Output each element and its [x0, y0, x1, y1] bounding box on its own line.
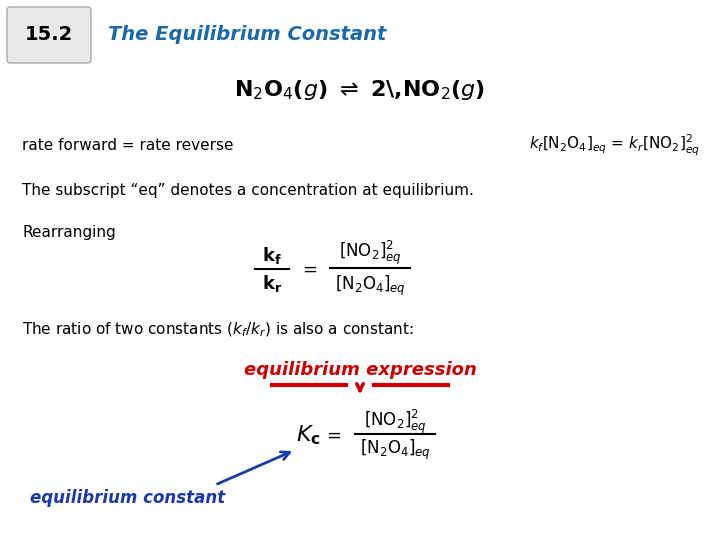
Text: $\mathbf{k_f}$: $\mathbf{k_f}$ — [262, 245, 282, 266]
Text: $[\mathrm{NO}_2]^2_{eq}$: $[\mathrm{NO}_2]^2_{eq}$ — [364, 408, 426, 436]
FancyBboxPatch shape — [7, 7, 91, 63]
Text: $[\mathrm{N_2O_4}]_{eq}$: $[\mathrm{N_2O_4}]_{eq}$ — [335, 274, 405, 298]
Text: 15.2: 15.2 — [25, 25, 73, 44]
Text: N$_2$O$_4$($g$) $\rightleftharpoons$ 2\,NO$_2$($g$): N$_2$O$_4$($g$) $\rightleftharpoons$ 2\,… — [235, 78, 485, 102]
Text: $k_f$[N$_2$O$_4$]$_{eq}$ = $k_r$[NO$_2$]$^2_{eq}$: $k_f$[N$_2$O$_4$]$_{eq}$ = $k_r$[NO$_2$]… — [529, 132, 700, 158]
Text: $=$: $=$ — [299, 260, 318, 278]
Text: The Equilibrium Constant: The Equilibrium Constant — [108, 25, 387, 44]
Text: $\mathbf{\mathit{K}_c}$: $\mathbf{\mathit{K}_c}$ — [296, 423, 320, 447]
Text: rate forward = rate reverse: rate forward = rate reverse — [22, 138, 233, 152]
Text: $=$: $=$ — [323, 426, 341, 444]
Text: The subscript “eq” denotes a concentration at equilibrium.: The subscript “eq” denotes a concentrati… — [22, 183, 474, 198]
Text: equilibrium constant: equilibrium constant — [30, 489, 225, 507]
Text: $\mathbf{k_r}$: $\mathbf{k_r}$ — [262, 273, 282, 294]
Text: equilibrium expression: equilibrium expression — [243, 361, 477, 379]
Text: $[\mathrm{N_2O_4}]_{eq}$: $[\mathrm{N_2O_4}]_{eq}$ — [359, 438, 431, 462]
Text: $[\mathrm{NO}_2]^2_{eq}$: $[\mathrm{NO}_2]^2_{eq}$ — [338, 239, 402, 267]
Text: The ratio of two constants ($k_f$/$k_r$) is also a constant:: The ratio of two constants ($k_f$/$k_r$)… — [22, 321, 414, 339]
Text: Rearranging: Rearranging — [22, 225, 116, 240]
